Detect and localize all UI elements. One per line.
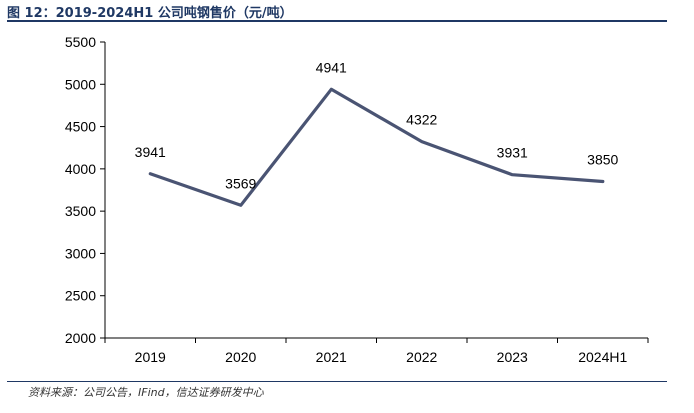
- x-tick-label: 2019: [135, 349, 166, 365]
- series-group: [148, 87, 605, 207]
- source-note: 资料来源：公司公告，IFind，信达证券研发中心: [28, 386, 264, 399]
- y-axis-ticks: 2000 2500 3000 3500 4000 4500 5000 5500: [65, 34, 105, 346]
- x-tick-label: 2021: [316, 349, 347, 365]
- y-tick-label: 4000: [65, 161, 96, 177]
- y-tick-label: 3500: [65, 203, 96, 219]
- y-tick-label: 5500: [65, 34, 96, 50]
- y-tick-label: 4500: [65, 119, 96, 135]
- title-rule: [7, 20, 667, 22]
- y-tick-label: 2000: [65, 330, 96, 346]
- y-tick-label: 5000: [65, 76, 96, 92]
- data-label: 3941: [135, 144, 166, 160]
- series-line: [148, 87, 605, 207]
- y-tick-label: 3000: [65, 245, 96, 261]
- data-label: 4941: [316, 59, 347, 75]
- figure-title: 图 12：2019-2024H1 公司吨钢售价（元/吨）: [7, 6, 293, 21]
- x-tick-label: 2024H1: [578, 349, 627, 365]
- footer-rule: [7, 381, 667, 382]
- data-labels: 3941 3569 4941 4322 3931 3850: [135, 59, 619, 191]
- x-tick-label: 2023: [497, 349, 528, 365]
- data-label: 3569: [225, 175, 256, 191]
- x-tick-label: 2022: [406, 349, 437, 365]
- data-label: 3931: [497, 145, 528, 161]
- y-tick-label: 2500: [65, 288, 96, 304]
- data-label: 3850: [587, 152, 618, 168]
- chart-axes: [104, 42, 648, 339]
- x-axis-ticks: 2019 2020 2021 2022 2023 2024H1: [104, 338, 649, 365]
- data-label: 4322: [406, 112, 437, 128]
- x-tick-label: 2020: [225, 349, 256, 365]
